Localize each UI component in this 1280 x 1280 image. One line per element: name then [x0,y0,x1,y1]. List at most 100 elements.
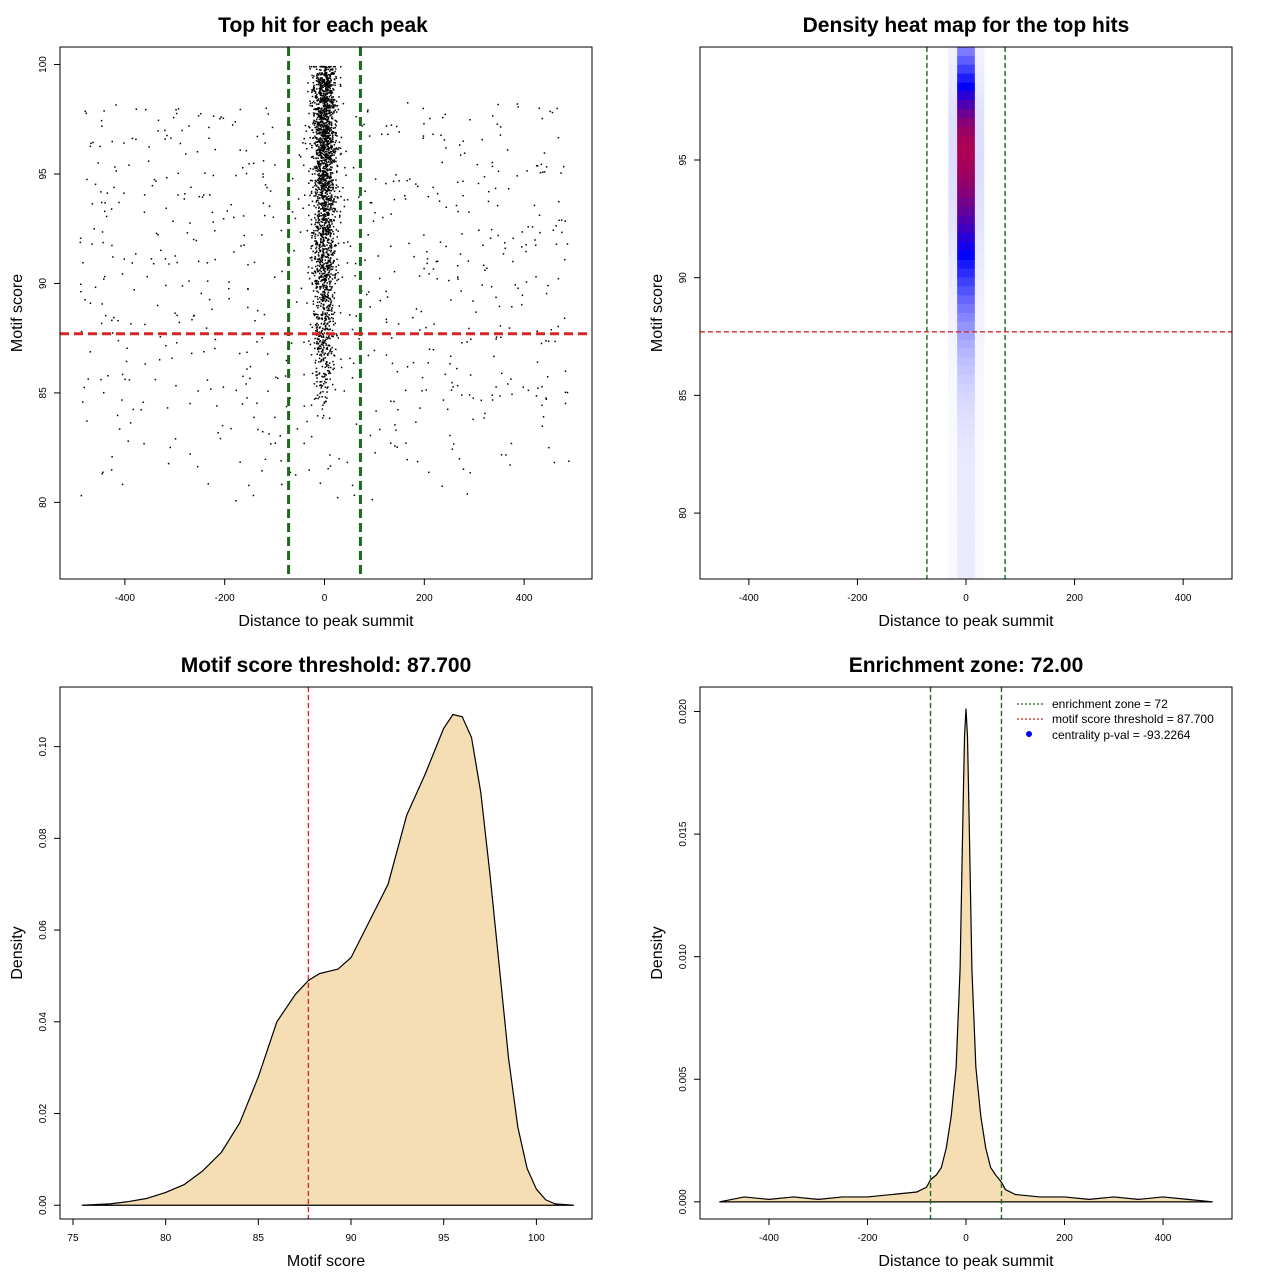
scatter-point [317,304,320,307]
scatter-point [330,181,333,184]
scatter-point [329,134,332,136]
scatter-point [558,200,560,203]
scatter-point [319,132,322,134]
scatter-point [315,103,318,105]
scatter-point [333,245,336,247]
scatter-point [317,78,319,80]
scatter-point [324,75,326,77]
scatter-point [327,186,330,189]
heatmap-cell [966,295,976,305]
scatter-point [326,92,328,95]
scatter-point [521,231,523,233]
scatter-point [331,304,334,307]
scatter-point [321,80,323,83]
scatter-point [332,266,334,268]
scatter-point [320,276,322,279]
scatter-point [333,154,335,156]
scatter-point [336,334,338,337]
scatter-point [321,124,323,126]
scatter-point [374,211,376,214]
scatter-point [329,378,331,380]
scatter-point [313,75,315,77]
scatter-point [196,465,199,468]
scatter-point [338,190,341,193]
scatter-point [235,174,237,177]
scatter-point [328,135,330,137]
scatter-point [322,178,324,181]
scatter-point [564,220,566,222]
scatter-point [327,187,329,190]
scatter-point [325,66,327,68]
scatter-point [330,123,333,126]
scatter-point [317,234,319,237]
scatter-point [248,163,250,165]
scatter-point [535,276,537,278]
heatmap-cell [966,117,976,128]
heatmap-cell [957,162,967,172]
density-area [81,713,575,1206]
scatter-point [318,276,320,279]
scatter-point [313,229,315,232]
scatter-point [332,140,334,143]
scatter-point [358,196,360,198]
scatter-point [457,210,459,213]
scatter-point [326,391,328,393]
scatter-point [315,246,318,248]
scatter-point [113,316,115,319]
scatter-point [322,141,324,143]
scatter-point [321,161,323,163]
scatter-point [327,183,329,185]
scatter-point [333,159,335,162]
scatter-point [324,329,326,331]
scatter-point [432,186,434,189]
heatmap-cell [966,339,976,350]
heatmap-cell [966,126,976,137]
scatter-point [445,245,447,248]
scatter-point [334,141,337,144]
scatter-point [491,161,494,164]
scatter-point [326,142,329,145]
heatmap-cell [966,73,976,84]
scatter-point [318,265,321,267]
scatter-point [315,367,318,370]
scatter-point [428,348,431,351]
scatter-point [497,234,499,237]
scatter-point [327,344,330,347]
scatter-point [319,227,322,230]
scatter-point [367,354,370,357]
scatter-point [321,132,324,135]
scatter-point [329,68,332,71]
scatter-point [322,376,324,378]
scatter-point [309,167,312,170]
scatter-point [321,147,323,150]
scatter-point [315,137,317,139]
scatter-point [329,87,331,90]
scatter-point [222,386,225,388]
scatter-point [322,110,324,112]
scatter-point [315,305,318,307]
scatter-point [326,265,328,267]
scatter-point [317,129,319,132]
scatter-point [334,195,336,198]
scatter-point [324,374,326,376]
scatter-point [311,91,313,93]
scatter-point [329,258,332,260]
scatter-point [326,152,328,155]
scatter-point [315,242,318,244]
scatter-point [135,253,137,255]
scatter-point [330,85,332,88]
scatter-point [469,374,472,376]
scatter-point [330,79,333,82]
scatter-point [328,73,330,76]
scatter-point [324,204,326,207]
scatter-point [320,100,322,103]
scatter-point [340,136,343,139]
scatter-point [327,278,330,280]
scatter-point [326,115,328,118]
scatter-point [339,76,342,79]
scatter-point [324,165,326,168]
scatter-point [328,371,331,373]
scatter-point [298,154,301,156]
scatter-point [280,229,283,232]
heatmap-cell [966,135,976,146]
